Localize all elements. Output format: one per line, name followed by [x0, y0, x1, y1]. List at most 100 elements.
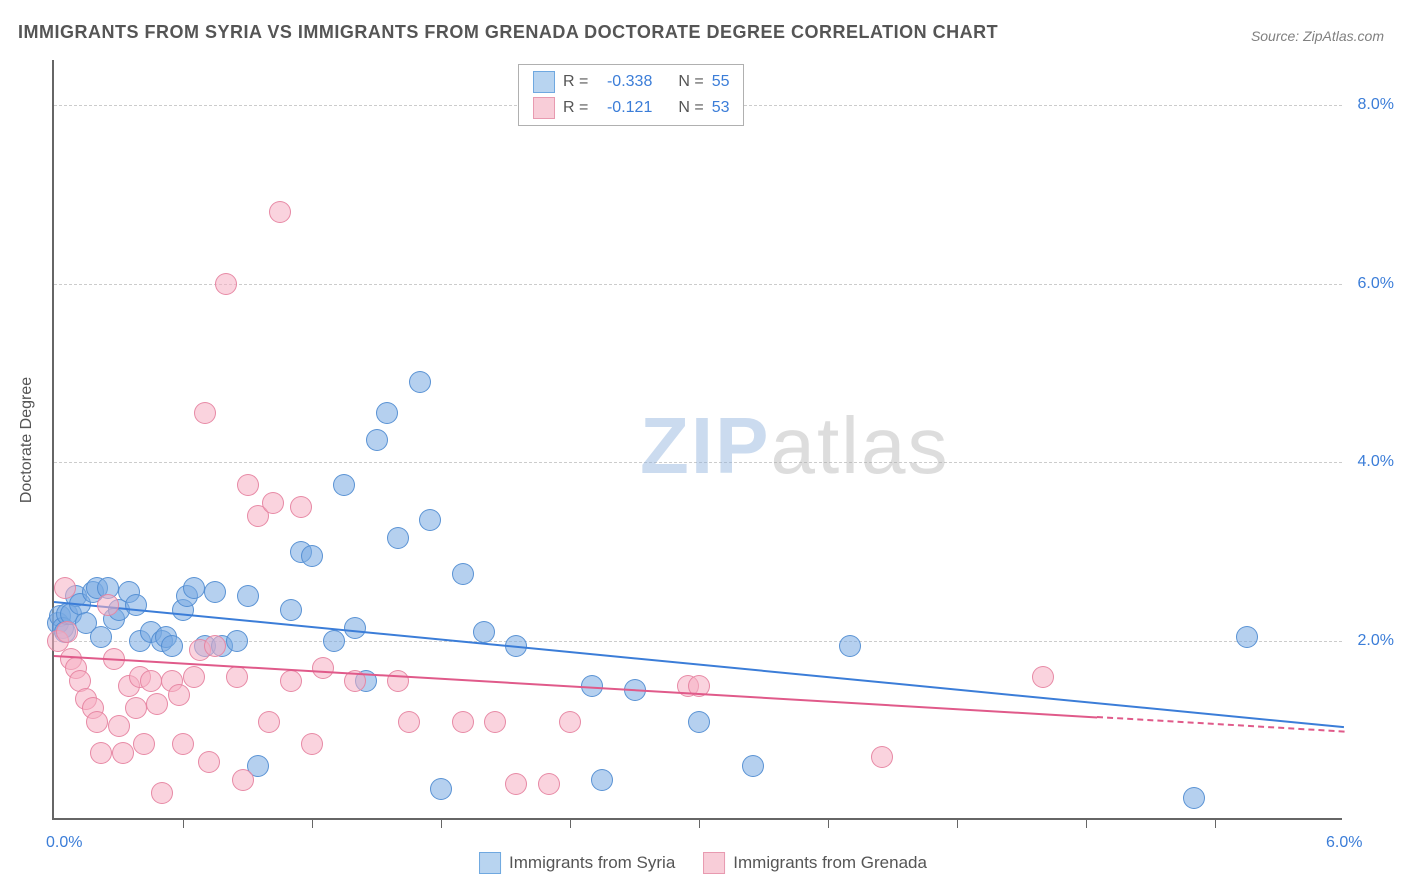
x-tick [699, 818, 700, 828]
scatter-point-syria [323, 630, 345, 652]
scatter-point-grenada [232, 769, 254, 791]
y-tick-label: 2.0% [1358, 632, 1394, 650]
scatter-point-syria [280, 599, 302, 621]
scatter-point-grenada [484, 711, 506, 733]
swatch [533, 71, 555, 93]
r-value: -0.338 [596, 73, 652, 91]
watermark: ZIPatlas [640, 400, 949, 492]
scatter-point-syria [419, 509, 441, 531]
scatter-point-syria [333, 474, 355, 496]
scatter-point-grenada [112, 742, 134, 764]
scatter-point-syria [183, 577, 205, 599]
x-tick [570, 818, 571, 828]
scatter-point-grenada [140, 670, 162, 692]
scatter-point-grenada [269, 201, 291, 223]
scatter-point-grenada [183, 666, 205, 688]
scatter-point-grenada [398, 711, 420, 733]
scatter-point-grenada [312, 657, 334, 679]
stats-row: R = -0.121 N = 53 [533, 95, 729, 121]
scatter-point-syria [742, 755, 764, 777]
x-tick [441, 818, 442, 828]
scatter-point-grenada [90, 742, 112, 764]
scatter-point-grenada [280, 670, 302, 692]
scatter-point-grenada [237, 474, 259, 496]
scatter-point-grenada [290, 496, 312, 518]
n-value: 53 [712, 99, 730, 117]
scatter-point-grenada [505, 773, 527, 795]
scatter-point-grenada [262, 492, 284, 514]
scatter-point-grenada [1032, 666, 1054, 688]
scatter-point-grenada [387, 670, 409, 692]
scatter-point-grenada [204, 635, 226, 657]
watermark-zip: ZIP [640, 401, 770, 490]
scatter-point-grenada [452, 711, 474, 733]
chart-title: IMMIGRANTS FROM SYRIA VS IMMIGRANTS FROM… [18, 22, 998, 43]
legend-item: Immigrants from Grenada [703, 852, 927, 874]
scatter-point-syria [409, 371, 431, 393]
scatter-point-syria [1236, 626, 1258, 648]
scatter-point-syria [301, 545, 323, 567]
n-label: N = [678, 73, 703, 91]
y-tick-label: 8.0% [1358, 96, 1394, 114]
scatter-point-syria [387, 527, 409, 549]
y-tick-label: 4.0% [1358, 453, 1394, 471]
legend-label: Immigrants from Grenada [733, 853, 927, 873]
legend-label: Immigrants from Syria [509, 853, 675, 873]
y-tick-label: 6.0% [1358, 275, 1394, 293]
x-tick [1215, 818, 1216, 828]
scatter-point-grenada [86, 711, 108, 733]
legend-item: Immigrants from Syria [479, 852, 675, 874]
scatter-point-syria [452, 563, 474, 585]
scatter-point-grenada [871, 746, 893, 768]
x-tick [183, 818, 184, 828]
scatter-point-syria [90, 626, 112, 648]
x-tick-label: 6.0% [1326, 834, 1362, 852]
scatter-point-grenada [559, 711, 581, 733]
scatter-point-syria [366, 429, 388, 451]
scatter-point-syria [839, 635, 861, 657]
scatter-point-syria [204, 581, 226, 603]
swatch [703, 852, 725, 874]
scatter-point-syria [161, 635, 183, 657]
scatter-point-grenada [172, 733, 194, 755]
scatter-point-grenada [54, 577, 76, 599]
scatter-point-grenada [215, 273, 237, 295]
scatter-point-syria [125, 594, 147, 616]
scatter-point-grenada [133, 733, 155, 755]
scatter-point-grenada [168, 684, 190, 706]
scatter-point-grenada [146, 693, 168, 715]
scatter-point-syria [473, 621, 495, 643]
scatter-point-syria [591, 769, 613, 791]
x-tick [1086, 818, 1087, 828]
r-label: R = [563, 99, 588, 117]
scatter-point-grenada [97, 594, 119, 616]
scatter-point-grenada [125, 697, 147, 719]
series-legend: Immigrants from Syria Immigrants from Gre… [479, 852, 927, 874]
stats-legend: R = -0.338 N = 55 R = -0.121 N = 53 [518, 64, 744, 126]
x-tick [312, 818, 313, 828]
scatter-point-grenada [198, 751, 220, 773]
scatter-point-grenada [538, 773, 560, 795]
scatter-point-syria [237, 585, 259, 607]
source-attribution: Source: ZipAtlas.com [1251, 28, 1384, 44]
scatter-point-grenada [226, 666, 248, 688]
scatter-point-grenada [108, 715, 130, 737]
grid-line [54, 284, 1342, 285]
scatter-point-syria [344, 617, 366, 639]
r-label: R = [563, 73, 588, 91]
scatter-point-grenada [194, 402, 216, 424]
r-value: -0.121 [596, 99, 652, 117]
scatter-point-grenada [56, 621, 78, 643]
swatch [533, 97, 555, 119]
watermark-atlas: atlas [770, 401, 949, 490]
n-label: N = [678, 99, 703, 117]
trend-line-syria [54, 601, 1344, 728]
scatter-point-grenada [151, 782, 173, 804]
swatch [479, 852, 501, 874]
n-value: 55 [712, 73, 730, 91]
scatter-point-syria [430, 778, 452, 800]
x-tick-label: 0.0% [46, 834, 82, 852]
scatter-point-syria [688, 711, 710, 733]
y-axis-label: Doctorate Degree [18, 377, 36, 503]
scatter-point-syria [1183, 787, 1205, 809]
